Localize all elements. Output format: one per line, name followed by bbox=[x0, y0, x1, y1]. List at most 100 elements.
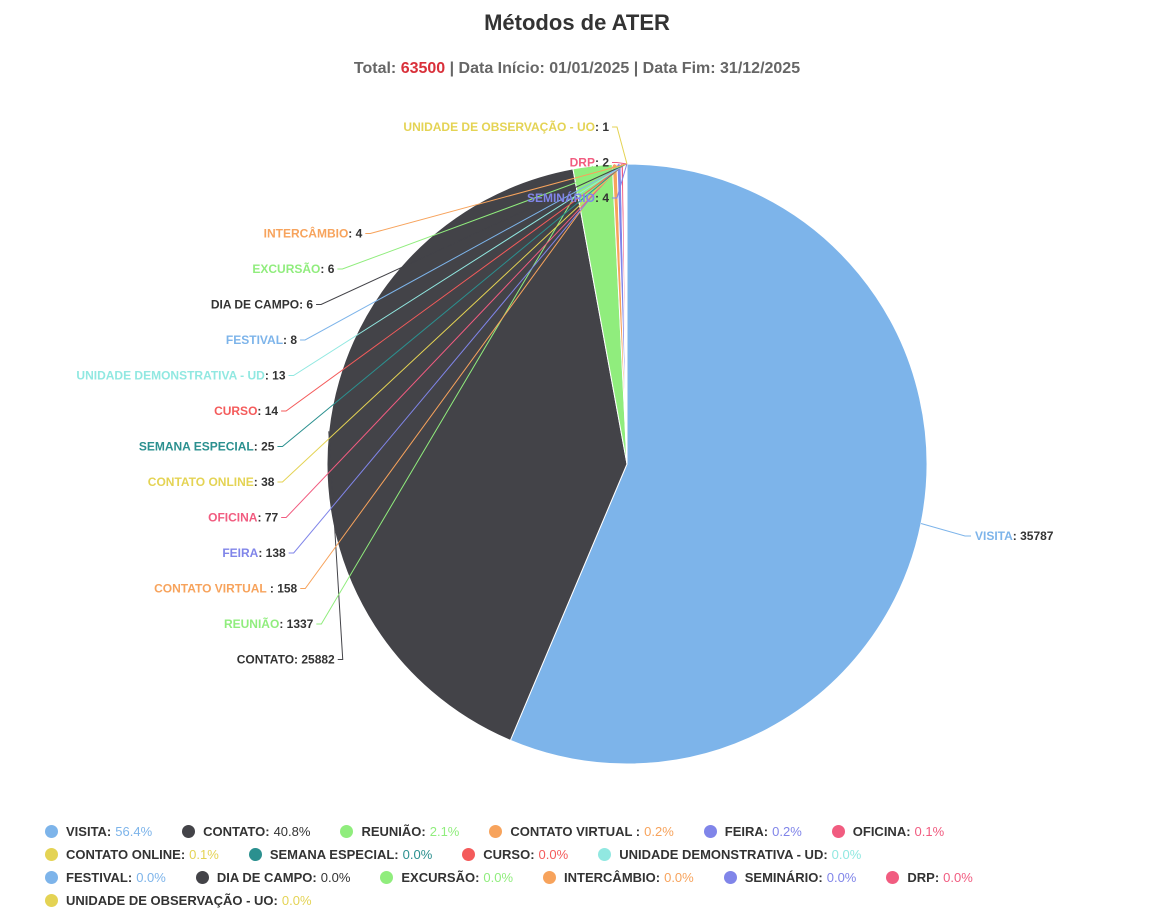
legend-item-oficina[interactable]: OFICINA: 0.1% bbox=[831, 824, 945, 839]
data-label-intercambio: INTERCÂMBIO: 4 bbox=[264, 226, 363, 241]
data-label-curso: CURSO: 14 bbox=[214, 404, 278, 418]
legend-marker-icon bbox=[248, 848, 262, 861]
legend-row: VISITA: 56.4% CONTATO: 40.8% REUNIÃO: 2.1% CON… bbox=[45, 820, 1145, 843]
data-label-reuniao: REUNIÃO: 1337 bbox=[224, 616, 314, 631]
legend-item-festival[interactable]: FESTIVAL: 0.0% bbox=[45, 870, 166, 885]
legend-percent: 0.0% bbox=[483, 870, 514, 885]
legend-marker-icon bbox=[462, 848, 476, 861]
total-label: Total: bbox=[353, 60, 401, 77]
legend-label: SEMANA ESPECIAL: bbox=[269, 847, 399, 862]
legend-percent: 0.2% bbox=[772, 824, 802, 839]
connector-contato-virtual bbox=[300, 163, 616, 589]
data-label-value: : 77 bbox=[257, 511, 278, 525]
data-label-value: : 1 bbox=[595, 120, 609, 134]
legend-item-visita[interactable]: VISITA: 56.4% bbox=[45, 824, 152, 839]
legend-percent: 0.0% bbox=[320, 870, 351, 885]
data-label-value: : 25882 bbox=[294, 653, 335, 667]
connector-drp bbox=[612, 162, 628, 165]
legend-percent: 0.1% bbox=[914, 824, 945, 839]
legend-marker-icon bbox=[340, 825, 354, 838]
data-label-dia-de-campo: DIA DE CAMPO: 6 bbox=[211, 298, 314, 312]
legend-marker-icon bbox=[45, 825, 58, 838]
data-labels: VISITA: 35787 CONTATO: 25882 REUNIÃO: 1337… bbox=[76, 119, 1053, 667]
data-label-value: : 38 bbox=[254, 475, 275, 489]
legend-percent: 40.8% bbox=[273, 824, 311, 839]
data-label-semana-especial: SEMANA ESPECIAL: 25 bbox=[139, 440, 275, 454]
data-label-name: FESTIVAL bbox=[226, 333, 283, 347]
legend-item-seminario[interactable]: SEMINÁRIO: 0.0% bbox=[723, 870, 856, 885]
legend-percent: 0.1% bbox=[189, 847, 219, 862]
data-label-value: : 1337 bbox=[279, 617, 313, 631]
data-label-name: DIA DE CAMPO bbox=[211, 298, 299, 312]
legend-marker-icon bbox=[45, 871, 58, 884]
data-label-drp: DRP: 2 bbox=[570, 156, 610, 170]
legend-label: UNIDADE DE OBSERVAÇÃO - UO: bbox=[66, 893, 278, 908]
data-label-excursao: EXCURSÃO: 6 bbox=[252, 261, 334, 276]
legend-item-unidade-de-observacao-uo[interactable]: UNIDADE DE OBSERVAÇÃO - UO: 0.0% bbox=[45, 893, 312, 908]
data-label-value: : 14 bbox=[257, 404, 278, 418]
pie-slice-contato[interactable] bbox=[326, 168, 628, 742]
legend-label: OFICINA: bbox=[852, 824, 911, 839]
legend-label: FESTIVAL: bbox=[66, 870, 133, 885]
data-label-value: : 4 bbox=[348, 227, 362, 241]
legend-item-intercambio[interactable]: INTERCÂMBIO: 0.0% bbox=[543, 870, 694, 885]
legend-percent: 0.0% bbox=[538, 847, 569, 862]
data-label-value: : 2 bbox=[595, 156, 609, 170]
legend-label: CONTATO VIRTUAL : bbox=[510, 824, 641, 839]
data-label-name: FEIRA bbox=[222, 546, 258, 560]
data-label-feira: FEIRA: 138 bbox=[222, 546, 286, 560]
legend-item-feira[interactable]: FEIRA: 0.2% bbox=[703, 824, 802, 839]
legend-label: CURSO: bbox=[483, 847, 535, 862]
legend-item-contato-virtual[interactable]: CONTATO VIRTUAL :0.2% bbox=[489, 824, 674, 839]
data-label-name: REUNIÃO bbox=[224, 616, 279, 631]
connector-contato bbox=[328, 431, 344, 660]
data-label-oficina: OFICINA: 77 bbox=[208, 511, 278, 525]
legend-label: DRP: bbox=[907, 870, 940, 885]
legend-label: CONTATO: bbox=[203, 824, 270, 839]
connector-contato-online bbox=[277, 163, 625, 483]
label-connectors bbox=[277, 126, 971, 660]
legend-item-reuniao[interactable]: REUNIÃO: 2.1% bbox=[340, 824, 459, 839]
pie-slices bbox=[326, 163, 928, 765]
data-label-value: : 6 bbox=[299, 298, 313, 312]
legend-label: VISITA: bbox=[66, 824, 112, 839]
legend-item-excursao[interactable]: EXCURSÃO: 0.0% bbox=[380, 870, 513, 885]
legend-percent: 0.0% bbox=[402, 847, 433, 862]
data-label-name: UNIDADE DEMONSTRATIVA - UD bbox=[76, 369, 265, 383]
legend-item-semana-especial[interactable]: SEMANA ESPECIAL: 0.0% bbox=[248, 847, 433, 862]
legend-label: EXCURSÃO: bbox=[401, 870, 480, 885]
connector-semana-especial bbox=[277, 163, 626, 447]
legend-item-unidade-demonstrativa-ud[interactable]: UNIDADE DEMONSTRATIVA - UD: 0.0% bbox=[598, 847, 861, 862]
data-label-seminario: SEMINÁRIO: 4 bbox=[527, 190, 609, 205]
connector-intercambio bbox=[365, 163, 627, 234]
legend-marker-icon bbox=[831, 825, 845, 838]
legend-item-curso[interactable]: CURSO: 0.0% bbox=[462, 847, 568, 862]
legend-marker-icon bbox=[45, 894, 58, 907]
legend-marker-icon bbox=[182, 825, 196, 838]
legend-label: INTERCÂMBIO: bbox=[564, 870, 661, 885]
connector-feira bbox=[288, 163, 620, 554]
legend-percent: 0.0% bbox=[136, 870, 166, 885]
legend-marker-icon bbox=[489, 825, 503, 838]
legend-percent: 2.1% bbox=[429, 824, 460, 839]
legend-percent: 0.2% bbox=[644, 824, 674, 839]
data-label-value: : 6 bbox=[320, 262, 334, 276]
legend-item-dia-de-campo[interactable]: DIA DE CAMPO: 0.0% bbox=[195, 870, 351, 885]
connector-oficina bbox=[281, 163, 623, 518]
data-label-name: CONTATO bbox=[237, 653, 294, 667]
legend-item-contato-online[interactable]: CONTATO ONLINE: 0.1% bbox=[45, 847, 219, 862]
data-label-contato-virtual: CONTATO VIRTUAL : 158 bbox=[154, 582, 297, 596]
legend-marker-icon bbox=[543, 871, 557, 884]
legend-marker-icon bbox=[45, 848, 58, 861]
legend-label: DIA DE CAMPO: bbox=[216, 870, 317, 885]
data-label-festival: FESTIVAL: 8 bbox=[226, 333, 297, 347]
legend-percent: 0.0% bbox=[831, 847, 862, 862]
legend-percent: 0.0% bbox=[664, 870, 694, 885]
legend-item-contato[interactable]: CONTATO: 40.8% bbox=[182, 824, 310, 839]
data-label-unidade-de-observacao-uo: UNIDADE DE OBSERVAÇÃO - UO: 1 bbox=[403, 119, 609, 134]
connector-unidade-de-observacao-uo bbox=[612, 126, 628, 165]
legend-item-drp[interactable]: DRP: 0.0% bbox=[886, 870, 973, 885]
legend-label: FEIRA: bbox=[724, 824, 769, 839]
legend-row: UNIDADE DE OBSERVAÇÃO - UO: 0.0% bbox=[45, 889, 1145, 912]
